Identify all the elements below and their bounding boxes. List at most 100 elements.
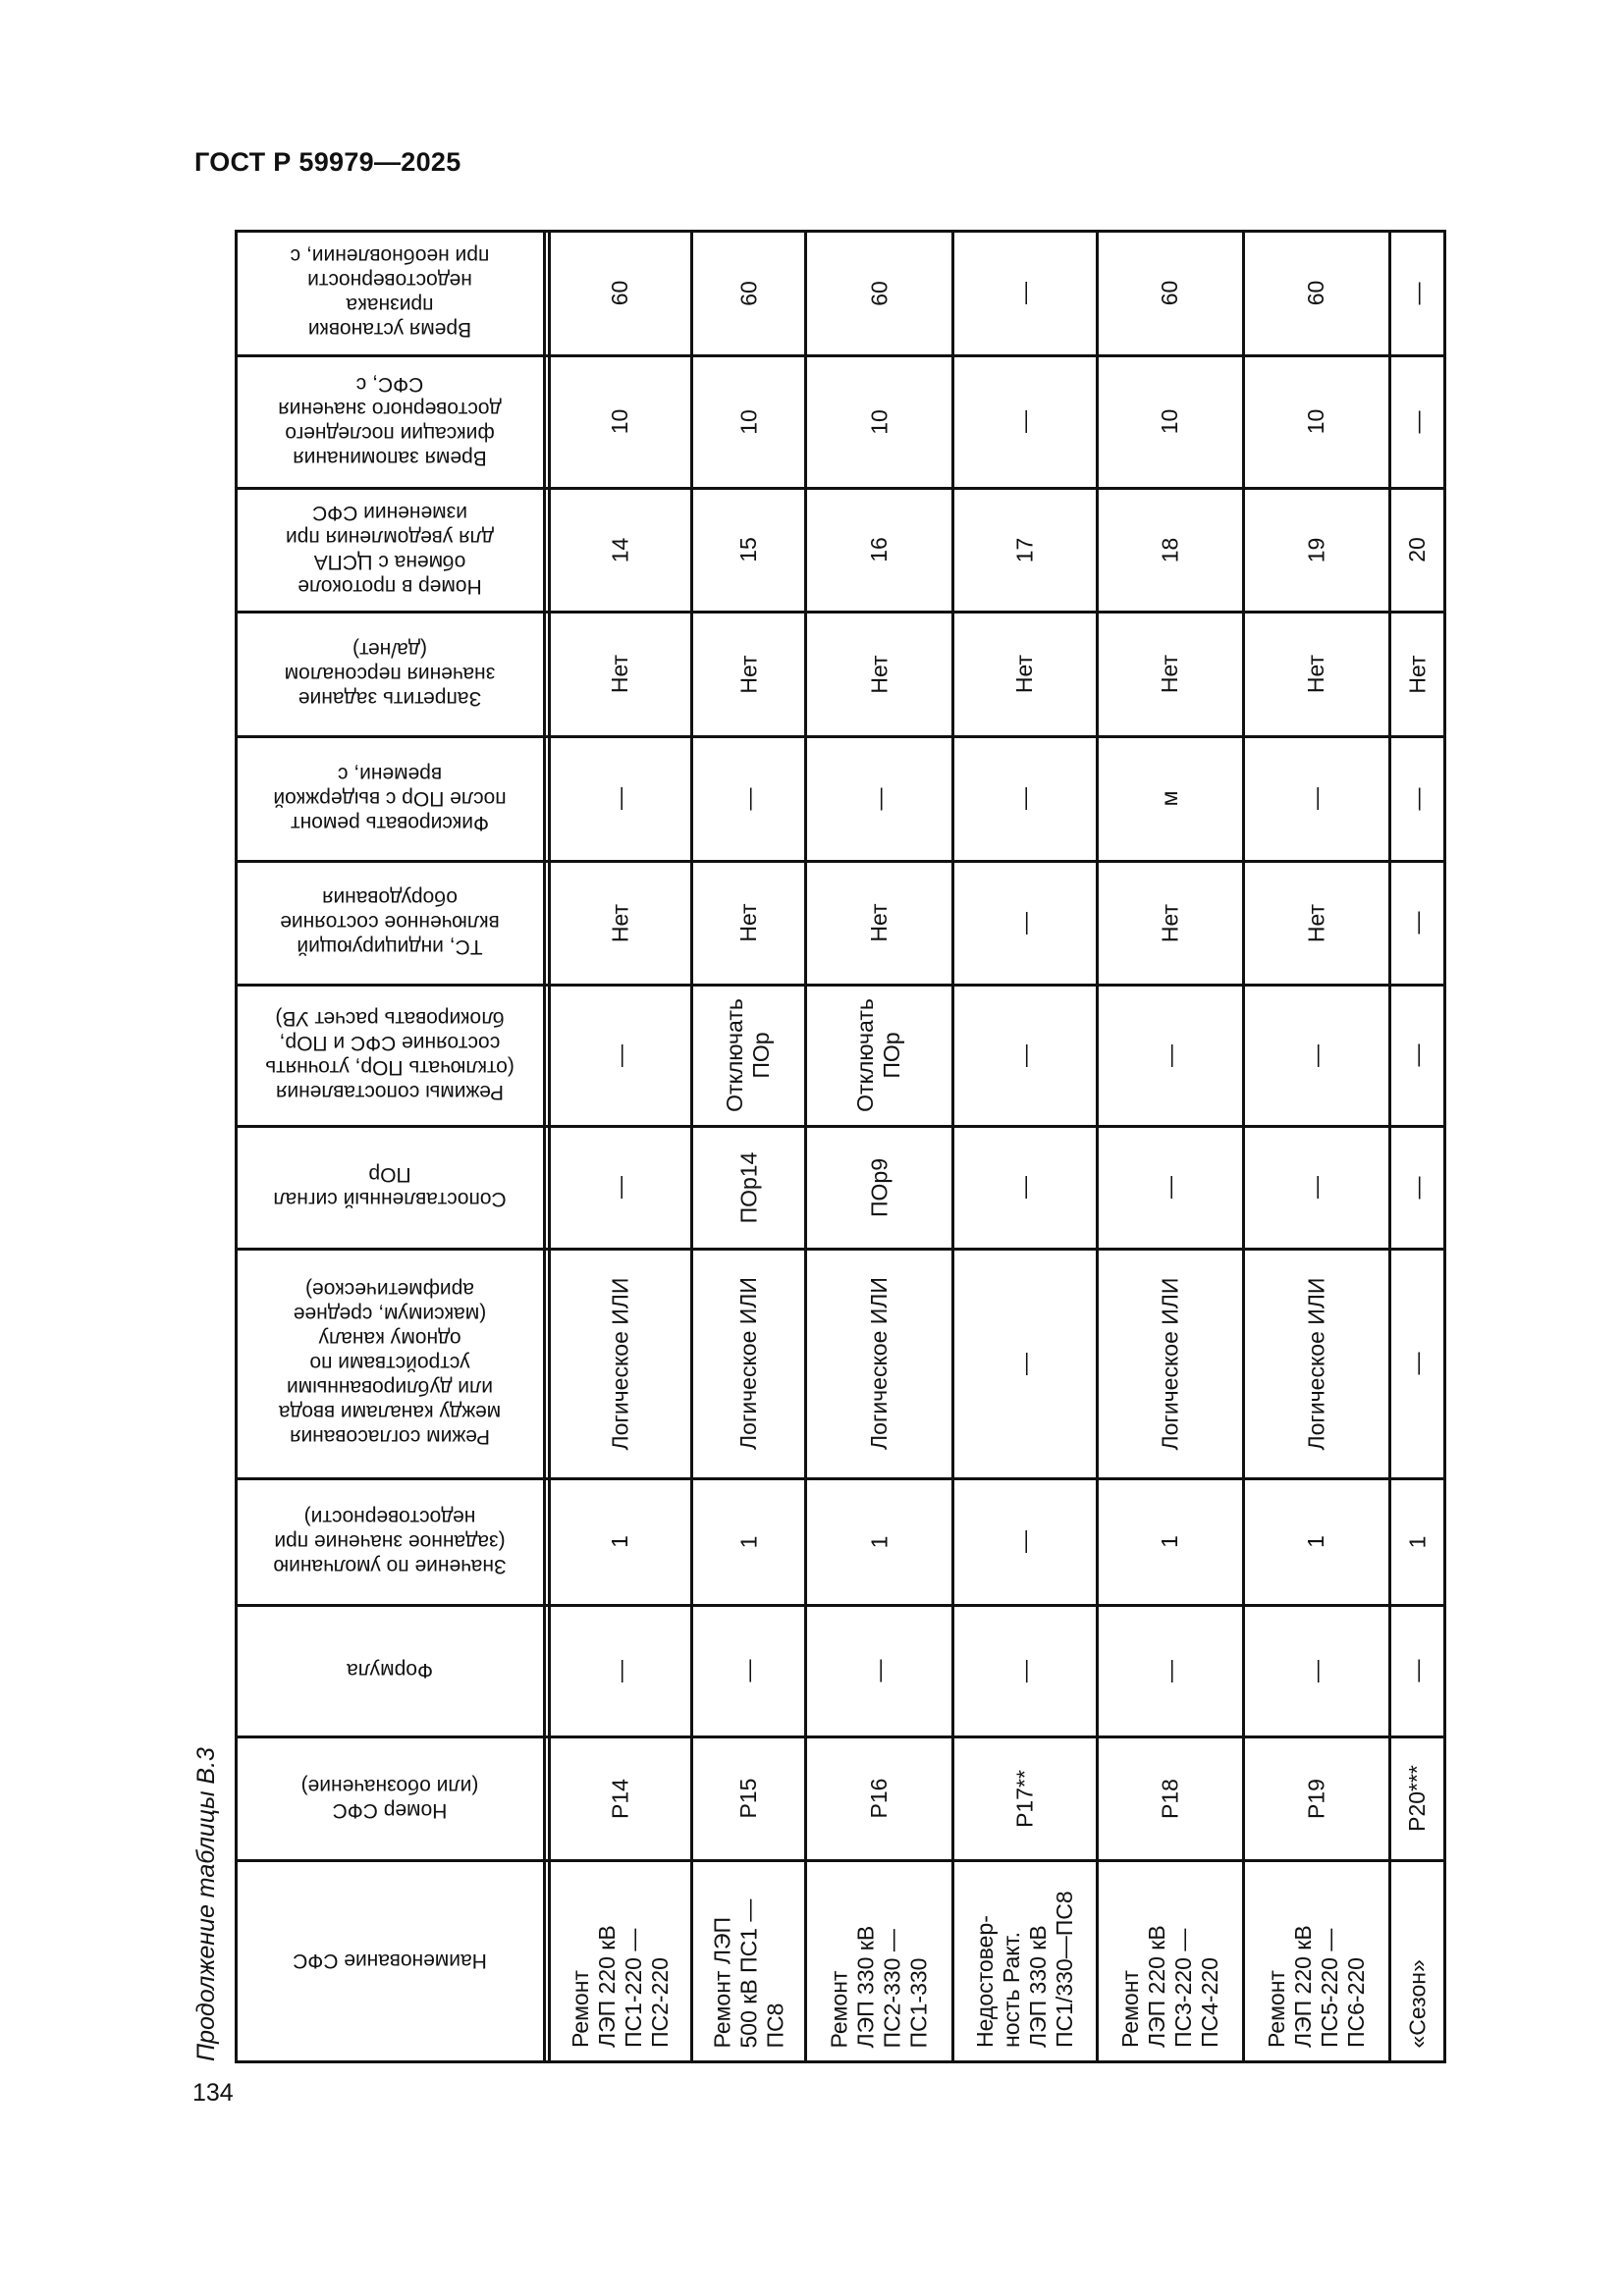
table-cell: 60 (805, 231, 952, 355)
cell-text: — (1403, 1659, 1430, 1682)
table-cell: 19 (1243, 488, 1389, 612)
cell-text: Логическое ИЛИ (865, 1277, 892, 1450)
cell-text: 60 (1157, 280, 1182, 306)
table-rule (234, 983, 1446, 987)
cell-text: — (734, 787, 761, 810)
table-cell: P17** (952, 1736, 1097, 1860)
row-name-cell: Недостовер- ность Ракт. ЛЭП 330 кВ ПС1/3… (952, 1860, 1097, 2061)
cell-text: Ремонт ЛЭП 220 кВ ПС3-220 — ПС4-220 (1116, 1925, 1222, 2048)
cell-text: — (1011, 1530, 1037, 1553)
cell-text: — (1403, 282, 1430, 304)
document-title: ГОСТ Р 59979—2025 (194, 147, 461, 177)
table-cell: Логическое ИЛИ (549, 1249, 691, 1478)
table-cell: — (1097, 1605, 1243, 1736)
table-cell: — (1097, 985, 1243, 1126)
cell-text: P16 (865, 1778, 892, 1819)
cell-text: — (1403, 1176, 1430, 1199)
table-rule (234, 486, 1446, 490)
table-cell: ПОр9 (805, 1126, 952, 1249)
row-name-cell: Ремонт ЛЭП 220 кВ ПС3-220 — ПС4-220 (1097, 1860, 1243, 2061)
table-cell: Нет (805, 612, 952, 736)
table-rule (803, 229, 807, 2063)
cell-text: — (1011, 1352, 1037, 1375)
table-cell: — (1389, 1605, 1444, 1736)
cell-text: 17 (1011, 537, 1037, 562)
table-cell: 1 (1097, 1478, 1243, 1605)
table-cell: — (952, 1478, 1097, 1605)
cell-text: — (607, 1176, 632, 1199)
table-cell: 16 (805, 488, 952, 612)
cell-text: — (865, 787, 892, 810)
table-cell: 60 (1243, 231, 1389, 355)
table-cell: — (549, 1126, 691, 1249)
table-cell: 60 (1097, 231, 1243, 355)
table-cell: — (1243, 985, 1389, 1126)
cell-text: — (1303, 787, 1328, 810)
cell-text: Нет (1157, 903, 1182, 942)
column-header: Время установки признака недостоверности… (236, 231, 544, 355)
column-header: Значение по умолчанию (заданное значение… (236, 1478, 544, 1605)
table-cell: Нет (549, 612, 691, 736)
cell-text: — (1011, 282, 1037, 304)
table-cell: — (1097, 1126, 1243, 1249)
table-cell: 10 (691, 355, 805, 488)
cell-text: 10 (734, 408, 761, 435)
cell-text: — (1403, 787, 1430, 810)
column-header: Фиксировать ремонт после ПОр с выдержкой… (236, 736, 544, 861)
cell-text: P19 (1303, 1778, 1328, 1819)
table-rule (234, 1476, 1446, 1480)
table-cell: — (1243, 736, 1389, 861)
cell-text: 18 (1157, 537, 1182, 562)
table-cell: — (952, 231, 1097, 355)
table-cell: Нет (1097, 612, 1243, 736)
cell-text: Запретить задание значения персоналом (д… (284, 638, 496, 710)
table-cell: P15 (691, 1736, 805, 1860)
cell-text: Нет (1303, 903, 1328, 942)
cell-text: — (607, 787, 632, 810)
cell-text: Время запоминания фиксации последнего до… (278, 373, 502, 470)
cell-text: Время установки признака недостоверности… (290, 244, 490, 342)
cell-text: P18 (1157, 1778, 1182, 1819)
cell-text: 1 (1157, 1535, 1182, 1548)
table-cell: Отключать ПОр (805, 985, 952, 1126)
cell-text: — (1303, 1176, 1328, 1199)
cell-text: Нет (607, 903, 632, 942)
cell-text: — (1157, 1043, 1182, 1067)
cell-text: 10 (865, 408, 892, 435)
cell-text: — (607, 1043, 632, 1067)
cell-text: — (1011, 911, 1037, 934)
table-cell: — (549, 736, 691, 861)
table-cell: Нет (1243, 612, 1389, 736)
cell-text: Нет (865, 903, 892, 942)
cell-text: Значение по умолчанию (заданное значение… (273, 1506, 507, 1577)
table-cell: — (1389, 231, 1444, 355)
cell-text: 60 (1303, 280, 1328, 306)
table-cell: Нет (691, 612, 805, 736)
cell-text: Нет (607, 654, 632, 694)
table-rule (234, 859, 1446, 863)
cell-text: 1 (1403, 1535, 1430, 1548)
row-name-cell: «Сезон» (1389, 1860, 1444, 2061)
table-cell: — (691, 1605, 805, 1736)
cell-text: м (1157, 790, 1182, 807)
cell-text: — (1303, 1659, 1328, 1682)
table-cell: — (952, 985, 1097, 1126)
table-cell: — (952, 1249, 1097, 1478)
table-cell: Нет (1097, 861, 1243, 985)
row-name-cell: Ремонт ЛЭП 330 кВ ПС2-330 — ПС1-330 (805, 1860, 952, 2061)
table-cell: — (1389, 985, 1444, 1126)
table-cell: 15 (691, 488, 805, 612)
cell-text: Логическое ИЛИ (1157, 1277, 1182, 1450)
cell-text: 10 (1303, 408, 1328, 435)
cell-text: ТС, индицирующий включенное состояние об… (280, 886, 500, 959)
cell-text: 10 (607, 408, 632, 435)
table-rule (689, 229, 693, 2063)
table-cell: Отключать ПОр (691, 985, 805, 1126)
row-name-cell: Ремонт ЛЭП 500 кВ ПС1 — ПС8 (691, 1860, 805, 2061)
cell-text: — (1011, 1659, 1037, 1682)
cell-text: Нет (1403, 654, 1430, 694)
cell-text: Нет (1303, 654, 1328, 694)
cell-text: — (1011, 1176, 1037, 1199)
table-cell: Нет (1243, 861, 1389, 985)
column-header: Наименование СФС (236, 1860, 544, 2061)
